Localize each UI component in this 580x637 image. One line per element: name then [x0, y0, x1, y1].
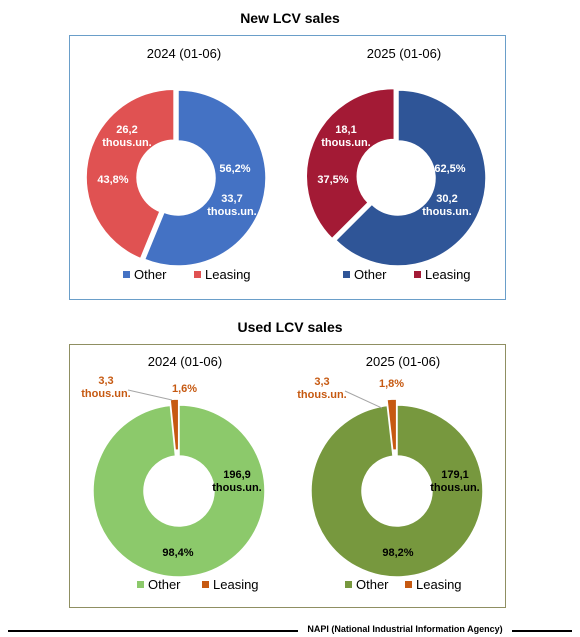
chart-4-label-leasing-volume: 3,3 thous.un. — [297, 376, 347, 401]
chart-2-title: 2025 (01-06) — [367, 46, 441, 61]
chart-3-legend-label-leasing: Leasing — [213, 577, 259, 592]
chart-2-label-leasing-volume: 18,1 thous.un. — [321, 124, 371, 149]
chart-2-slice-leasing-group — [305, 87, 396, 240]
chart-1-label-leasing-volume: 26,2 thous.un. — [102, 124, 152, 149]
chart-1-slice-leasing — [85, 88, 175, 260]
chart-4-label-other-volume: 179,1 thous.un. — [430, 469, 480, 494]
chart-2-legend-label-other: Other — [354, 267, 387, 282]
chart-1-label-other-volume: 33,7 thous.un. — [207, 193, 257, 218]
chart-3-legend-swatch-leasing — [202, 581, 209, 588]
chart-4-title: 2025 (01-06) — [366, 354, 440, 369]
chart-4-leader-line — [344, 390, 383, 409]
chart-2-slice-leasing — [305, 87, 396, 240]
used-lcv-panel — [69, 344, 506, 608]
source-note: NAPI (National Industrial Information Ag… — [307, 624, 503, 634]
chart-1-label-leasing-pct: 43,8% — [97, 174, 128, 186]
chart-1-legend-label-leasing: Leasing — [205, 267, 251, 282]
chart-4-legend-label-leasing: Leasing — [416, 577, 462, 592]
footer-rule-left — [8, 630, 298, 632]
chart-1-slice-other — [143, 89, 267, 267]
chart-4-slice-leasing — [386, 398, 398, 452]
chart-3-title: 2024 (01-06) — [148, 354, 222, 369]
chart-4-label-other-pct: 98,2% — [382, 547, 413, 559]
chart-1-slice-leasing-group — [85, 88, 175, 260]
chart-2-label-other-pct: 62,5% — [434, 163, 465, 175]
chart-3-label-other-volume: 196,9 thous.un. — [212, 469, 262, 494]
chart-1-legend-swatch-other — [123, 271, 130, 278]
chart-1-legend-swatch-leasing — [194, 271, 201, 278]
chart-2-label-leasing-pct: 37,5% — [317, 174, 348, 186]
used-lcv-section-title: Used LCV sales — [237, 319, 343, 335]
chart-3-slice-leasing-group — [169, 398, 180, 452]
chart-4-legend-swatch-leasing — [405, 581, 412, 588]
chart-2-slice-other — [334, 89, 487, 267]
chart-1-label-other-pct: 56,2% — [219, 163, 250, 175]
chart-3-legend-swatch-other — [137, 581, 144, 588]
chart-1-title: 2024 (01-06) — [147, 46, 221, 61]
chart-4-legend-swatch-other — [345, 581, 352, 588]
chart-3-legend-label-other: Other — [148, 577, 181, 592]
chart-3-slice-leasing — [169, 398, 180, 452]
chart-2-legend-swatch-other — [343, 271, 350, 278]
chart-3-label-other-pct: 98,4% — [162, 547, 193, 559]
chart-3-label-leasing-pct: 1,6% — [172, 383, 197, 395]
chart-2-legend-swatch-leasing — [414, 271, 421, 278]
chart-4-label-leasing-pct: 1,8% — [379, 378, 404, 390]
chart-3-leader-line — [127, 389, 173, 401]
chart-4-slice-other — [310, 404, 484, 578]
new-lcv-section-title: New LCV sales — [240, 10, 340, 26]
chart-4-legend-label-other: Other — [356, 577, 389, 592]
chart-3-slice-other — [92, 404, 266, 578]
chart-1-legend-label-other: Other — [134, 267, 167, 282]
new-lcv-panel — [69, 35, 506, 300]
chart-4-slice-leasing-group — [386, 398, 398, 452]
chart-2-label-other-volume: 30,2 thous.un. — [422, 193, 472, 218]
footer-rule-right — [512, 630, 572, 632]
chart-3-label-leasing-volume: 3,3 thous.un. — [81, 375, 131, 400]
chart-2-legend-label-leasing: Leasing — [425, 267, 471, 282]
